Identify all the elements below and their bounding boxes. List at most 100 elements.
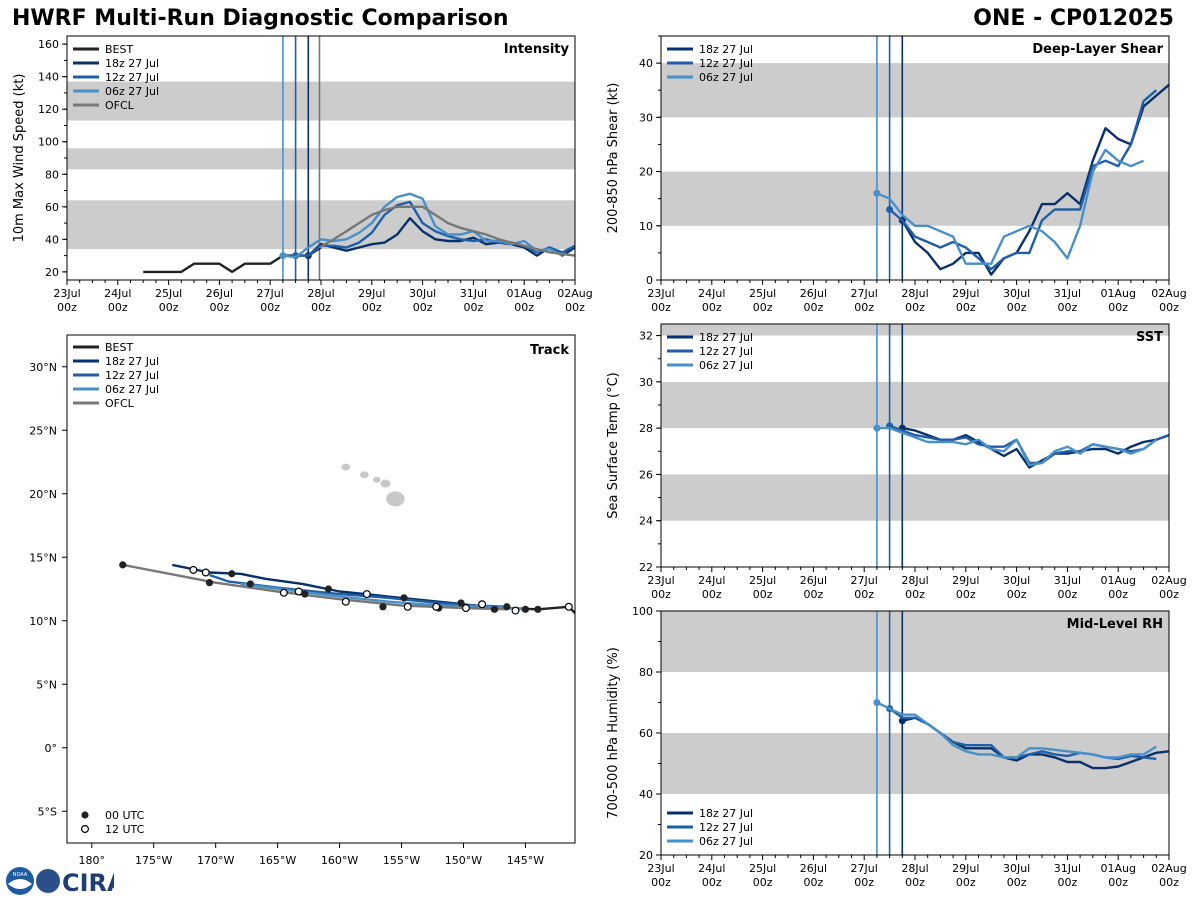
- sst-ytick-label: 30: [639, 376, 653, 389]
- rh-ytick-label: 40: [639, 788, 653, 801]
- rh-xtick-hour: 00z: [854, 876, 874, 889]
- storm-id: ONE - CP012025: [973, 6, 1174, 31]
- sst-xtick-day: 27Jul: [851, 574, 878, 587]
- shear-xtick-hour: 00z: [651, 301, 671, 314]
- rh-init-point: [873, 699, 881, 706]
- rh-xtick-day: 23Jul: [647, 862, 674, 875]
- track-point-00utc: [457, 599, 465, 607]
- intensity-panel: 2040608010012014016023Jul00z24Jul00z25Ju…: [12, 35, 593, 314]
- sst-xtick-day: 24Jul: [698, 574, 725, 587]
- intensity-xtick-hour: 00z: [464, 301, 484, 314]
- hawaii-island: [341, 463, 351, 471]
- intensity-xtick-day: 30Jul: [409, 287, 436, 300]
- sst-xtick-hour: 00z: [753, 588, 773, 601]
- chart-title: HWRF Multi-Run Diagnostic Comparison: [12, 6, 509, 31]
- track-legend-label: 12z 27 Jul: [105, 369, 159, 382]
- track-ytick-label: 5°N: [36, 678, 57, 691]
- shear-xtick-hour: 00z: [905, 301, 925, 314]
- track-point-00utc: [490, 605, 499, 613]
- sst-panel: 22242628303223Jul00z24Jul00z25Jul00z26Ju…: [606, 323, 1187, 601]
- intensity-xtick-hour: 00z: [57, 301, 77, 314]
- shear-xtick-day: 30Jul: [1003, 287, 1030, 300]
- intensity-xtick-hour: 00z: [210, 301, 230, 314]
- rh-init-point: [898, 717, 906, 725]
- rh-xtick-hour: 00z: [804, 876, 824, 889]
- sst-series-run06: [876, 426, 1158, 467]
- rh-xtick-hour: 00z: [702, 876, 722, 889]
- sst-xtick-hour: 00z: [702, 588, 722, 601]
- shear-xtick-day: 01Aug: [1100, 287, 1135, 300]
- intensity-xtick-day: 24Jul: [104, 287, 131, 300]
- intensity-xtick-day: 02Aug: [557, 287, 592, 300]
- sst-xtick-hour: 00z: [1007, 588, 1027, 601]
- track-point-12utc: [461, 604, 470, 613]
- shear-legend-label: 12z 27 Jul: [699, 57, 753, 70]
- track-ytick-label: 0°: [45, 742, 58, 755]
- rh-xtick-day: 25Jul: [749, 862, 776, 875]
- intensity-xtick-day: 26Jul: [206, 287, 233, 300]
- intensity-threshold-band: [67, 81, 575, 121]
- sst-threshold-band: [661, 381, 1169, 429]
- track-frame: [66, 334, 576, 844]
- track-xtick-label: 165°W: [259, 854, 296, 867]
- shear-ytick-label: 20: [639, 166, 653, 179]
- intensity-ytick-label: 140: [38, 71, 59, 84]
- shear-xtick-hour: 00z: [1007, 301, 1027, 314]
- intensity-legend-label: BEST: [105, 43, 133, 56]
- shear-threshold-band: [661, 171, 1169, 226]
- rh-series-run06: [876, 701, 1157, 759]
- rh-xtick-hour: 00z: [1058, 876, 1078, 889]
- track-line-run06: [240, 582, 526, 611]
- sst-ylabel: Sea Surface Temp (°C): [606, 372, 621, 519]
- noaa-gull-icon: [8, 879, 32, 889]
- rh-xtick-hour: 00z: [1159, 876, 1179, 889]
- track-xtick-label: 170°W: [197, 854, 234, 867]
- track-point-00utc: [379, 603, 387, 611]
- intensity-xtick-hour: 00z: [108, 301, 128, 314]
- intensity-ytick-label: 40: [45, 233, 59, 246]
- shear-xtick-hour: 00z: [753, 301, 773, 314]
- track-point-12utc: [511, 606, 520, 615]
- intensity-ytick-label: 20: [45, 266, 59, 279]
- track-marker-legend-00utc: [81, 811, 89, 819]
- hawaii-island: [386, 491, 405, 507]
- sst-ytick-label: 32: [639, 330, 653, 343]
- sst-xtick-day: 29Jul: [952, 574, 979, 587]
- shear-xtick-hour: 00z: [1108, 301, 1128, 314]
- sst-ytick-label: 24: [639, 515, 653, 528]
- sst-xtick-hour: 00z: [1058, 588, 1078, 601]
- sst-xtick-day: 25Jul: [749, 574, 776, 587]
- intensity-xtick-day: 31Jul: [460, 287, 487, 300]
- intensity-series-run18: [307, 216, 576, 257]
- track-ytick-label: 20°N: [29, 488, 57, 501]
- sst-threshold-band: [661, 324, 1169, 336]
- track-legend-label: OFCL: [105, 397, 135, 410]
- hawaii-island: [360, 471, 369, 479]
- shear-ytick-label: 10: [639, 220, 653, 233]
- hawaii-island: [380, 479, 391, 488]
- rh-xtick-day: 01Aug: [1100, 862, 1135, 875]
- rh-xtick-hour: 00z: [753, 876, 773, 889]
- rh-ytick-label: 60: [639, 727, 653, 740]
- intensity-threshold-band: [67, 148, 575, 170]
- cira-globe-icon: [36, 869, 60, 893]
- sst-xtick-hour: 00z: [1159, 588, 1179, 601]
- intensity-legend-label: OFCL: [105, 99, 135, 112]
- track-legend-label: BEST: [105, 341, 133, 354]
- shear-ytick-label: 40: [639, 57, 653, 70]
- intensity-xtick-hour: 00z: [311, 301, 331, 314]
- intensity-ylabel: 10m Max Wind Speed (kt): [12, 74, 27, 243]
- sst-xtick-day: 26Jul: [800, 574, 827, 587]
- track-point-00utc: [534, 605, 542, 613]
- track-panel: 180° 175°W 170°W 165°W 160°W 155°W 150°W 145°W 5…: [29, 334, 576, 867]
- sst-series-run12: [889, 424, 1170, 465]
- track-ytick-label: 25°N: [29, 424, 57, 437]
- track-point-00utc: [228, 570, 236, 578]
- track-ytick-label: 10°N: [29, 615, 57, 628]
- track-ytick-label: 30°N: [29, 361, 57, 374]
- track-point-12utc: [432, 602, 441, 611]
- intensity-legend-label: 18z 27 Jul: [105, 57, 159, 70]
- intensity-xtick-hour: 00z: [260, 301, 280, 314]
- rh-xtick-day: 28Jul: [901, 862, 928, 875]
- shear-xtick-day: 31Jul: [1054, 287, 1081, 300]
